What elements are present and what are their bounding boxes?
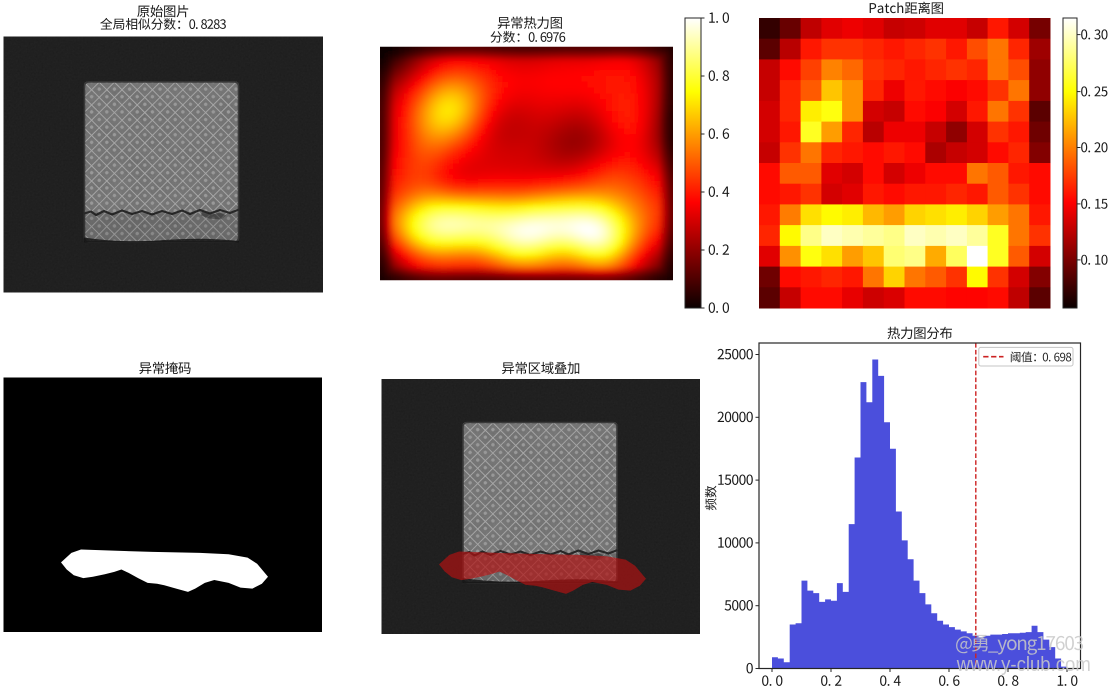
- svg-text:www.y-club.com: www.y-club.com: [956, 654, 1091, 676]
